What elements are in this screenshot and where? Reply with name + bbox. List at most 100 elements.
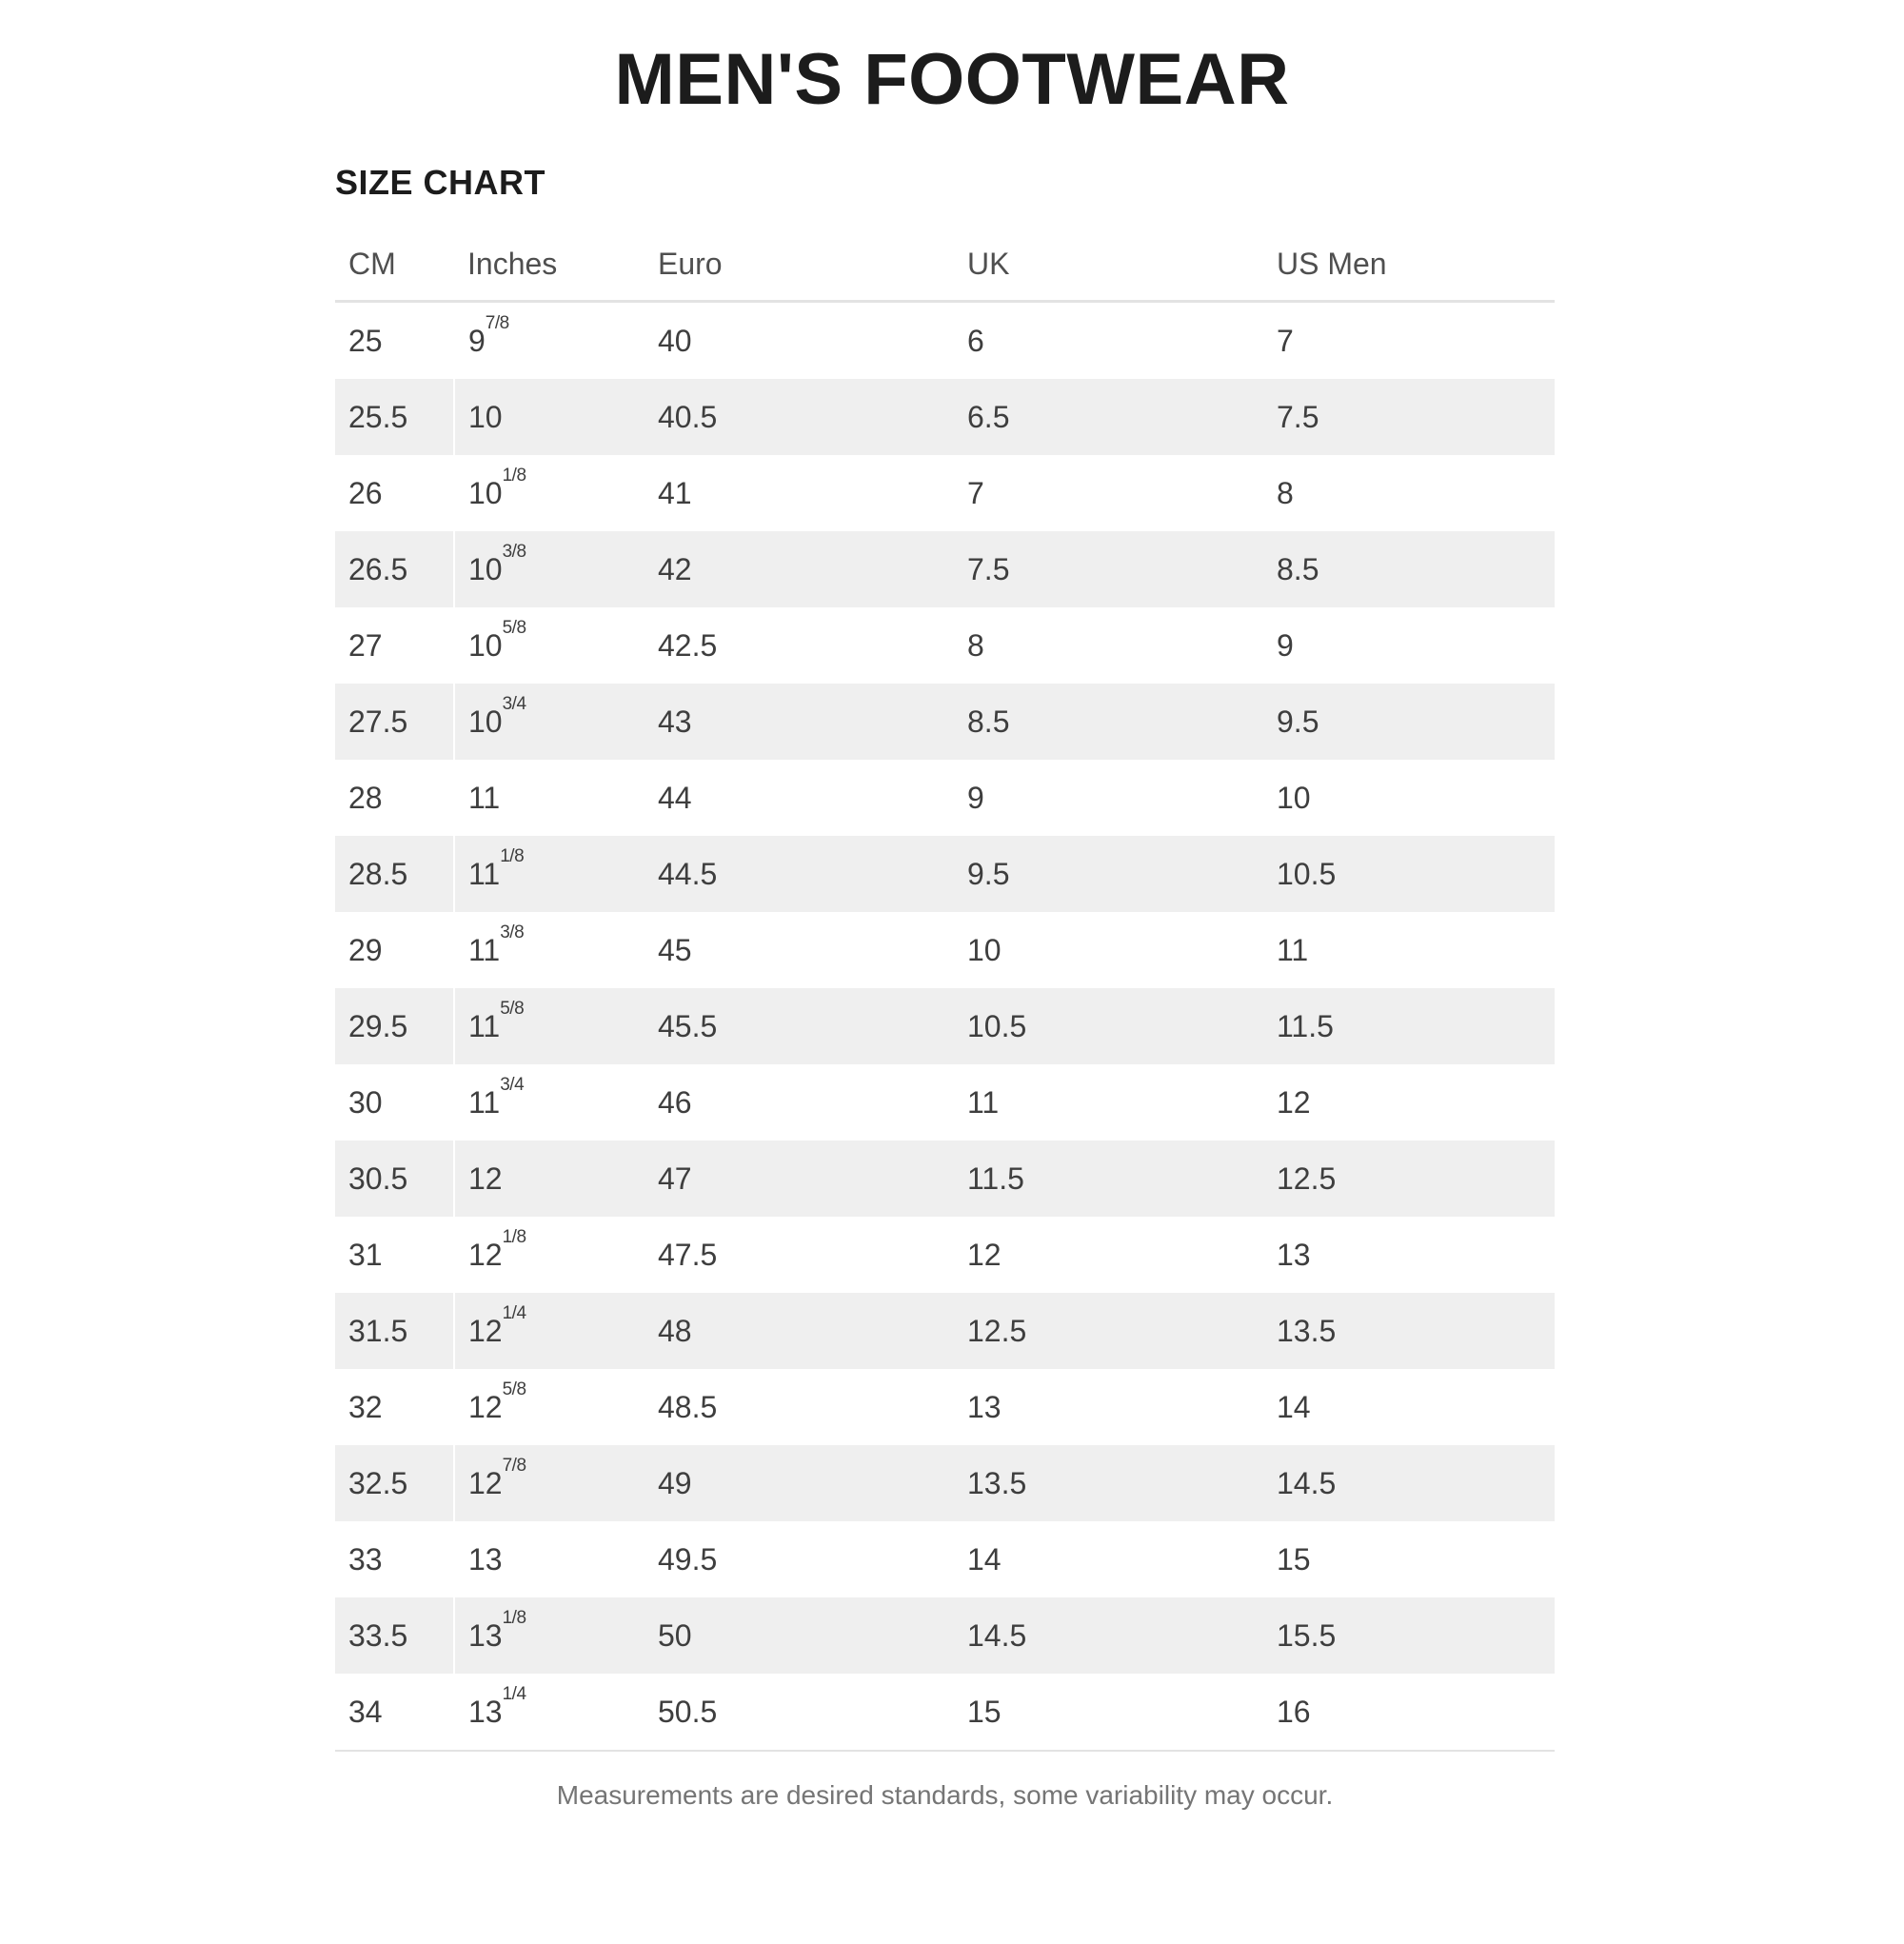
- table-cell: 15: [1277, 1541, 1311, 1577]
- section-title: SIZE CHART: [335, 162, 545, 202]
- table-cell: 45.5: [645, 988, 954, 1065]
- table-cell: 32: [335, 1369, 455, 1446]
- table-cell: 11.5: [954, 1141, 1263, 1218]
- table-cell: 31.5: [335, 1293, 455, 1370]
- table-cell: 9: [1277, 627, 1294, 663]
- table-row: 33.5 131/8 50 14.5 15.5: [335, 1597, 1555, 1675]
- table-cell: 27: [335, 607, 455, 684]
- table-cell: 12: [967, 1237, 1002, 1272]
- table-cell: 26: [335, 455, 455, 532]
- table-row: 28 11 44 9 10: [335, 760, 1555, 837]
- table-cell: 103/8: [454, 531, 645, 608]
- table-cell: 30: [335, 1064, 455, 1141]
- table-cell: 42.5: [658, 627, 718, 663]
- table-cell: 11: [1277, 932, 1309, 967]
- table-cell: 101/8: [468, 466, 526, 510]
- table-cell: 15: [954, 1674, 1263, 1753]
- table-cell: 14: [967, 1541, 1002, 1577]
- table-cell: 48: [645, 1293, 954, 1370]
- table-cell: 44.5: [645, 836, 954, 913]
- table-cell: 33.5: [335, 1597, 455, 1675]
- inch-fraction: 3/4: [502, 694, 526, 715]
- table-cell: 8.5: [954, 684, 1263, 761]
- table-row: 27.5 103/4 43 8.5 9.5: [335, 684, 1555, 761]
- table-cell: 105/8: [468, 618, 526, 663]
- table-cell: 7: [967, 475, 984, 510]
- table-cell: 113/8: [468, 922, 525, 967]
- table-cell: 29: [335, 912, 455, 989]
- table-cell: 8.5: [1263, 531, 1555, 608]
- table-cell: 121/4: [454, 1293, 645, 1370]
- table-cell: 7.5: [954, 531, 1263, 608]
- table-header-row: CM Inches Euro UK US Men: [335, 228, 1555, 304]
- size-table: CM Inches Euro UK US Men 25 97/8 40 6 7 25.5 10 40.…: [335, 228, 1555, 1753]
- table-cell: 115/8: [454, 988, 645, 1065]
- inch-fraction: 5/8: [502, 1379, 526, 1400]
- table-cell: 8: [967, 627, 984, 663]
- inch-fraction: 1/4: [502, 1684, 526, 1705]
- table-cell: 16: [1263, 1674, 1555, 1753]
- size-chart-section: SIZE CHART CM Inches Euro UK US Men 25 97/8 40…: [335, 162, 1555, 1812]
- table-cell: 47.5: [658, 1237, 718, 1272]
- table-row: 32 125/8 48.5 13 14: [335, 1369, 1555, 1446]
- table-cell: 10.5: [1263, 836, 1555, 913]
- inch-fraction: 1/4: [502, 1303, 526, 1324]
- table-cell: 14.5: [954, 1597, 1263, 1675]
- table-cell: 44: [658, 780, 692, 815]
- table-cell: 125/8: [468, 1379, 526, 1424]
- table-cell: 121/8: [468, 1227, 526, 1272]
- table-cell: 11: [468, 780, 501, 815]
- header-cell-cm: CM: [335, 228, 454, 304]
- table-cell: 13.5: [1263, 1293, 1555, 1370]
- table-cell: 13: [468, 1541, 503, 1577]
- table-row: 30.5 12 47 11.5 12.5: [335, 1141, 1555, 1218]
- table-cell: 29.5: [335, 988, 455, 1065]
- table-cell: 31: [335, 1217, 455, 1294]
- table-cell: 25: [335, 301, 455, 380]
- page-title: MEN'S FOOTWEAR: [614, 39, 1290, 120]
- table-cell: 127/8: [454, 1445, 645, 1522]
- table-row: 26 101/8 41 7 8: [335, 455, 1555, 532]
- table-body: 25 97/8 40 6 7 25.5 10 40.5 6.5 7.5 26 101/8 41 7 8 26.…: [335, 301, 1555, 1753]
- table-cell: 10: [967, 932, 1002, 967]
- table-cell: 13: [1277, 1237, 1311, 1272]
- table-cell: 6: [967, 323, 984, 358]
- table-cell: 10.5: [954, 988, 1263, 1065]
- footnote: Measurements are desired standards, some…: [556, 1780, 1334, 1811]
- table-row: 29.5 115/8 45.5 10.5 11.5: [335, 988, 1555, 1065]
- table-cell: 50.5: [645, 1674, 954, 1753]
- table-cell: 41: [658, 475, 692, 510]
- table-row: 28.5 111/8 44.5 9.5 10.5: [335, 836, 1555, 913]
- table-cell: 33: [335, 1521, 455, 1598]
- table-cell: 27.5: [335, 684, 455, 761]
- inch-fraction: 1/8: [500, 846, 525, 867]
- table-row: 27 105/8 42.5 8 9: [335, 607, 1555, 684]
- table-cell: 12: [454, 1141, 645, 1218]
- inch-fraction: 5/8: [500, 999, 525, 1020]
- table-cell: 7.5: [1263, 379, 1555, 456]
- table-cell: 11.5: [1263, 988, 1555, 1065]
- table-cell: 131/8: [454, 1597, 645, 1675]
- table-cell: 9.5: [954, 836, 1263, 913]
- inch-fraction: 3/4: [500, 1075, 525, 1096]
- inch-fraction: 5/8: [502, 618, 526, 639]
- table-row: 25 97/8 40 6 7: [335, 301, 1555, 380]
- table-row: 33 13 49.5 14 15: [335, 1521, 1555, 1598]
- inch-fraction: 1/8: [502, 1227, 526, 1248]
- inch-fraction: 7/8: [502, 1456, 526, 1477]
- table-cell: 47: [645, 1141, 954, 1218]
- table-cell: 43: [645, 684, 954, 761]
- table-cell: 111/8: [454, 836, 645, 913]
- table-row: 30 113/4 46 11 12: [335, 1064, 1555, 1141]
- table-cell: 13: [967, 1389, 1002, 1424]
- table-cell: 9.5: [1263, 684, 1555, 761]
- table-cell: 30.5: [335, 1141, 455, 1218]
- table-cell: 13.5: [954, 1445, 1263, 1522]
- table-cell: 45: [658, 932, 692, 967]
- table-cell: 34: [335, 1674, 455, 1753]
- table-cell: 10: [454, 379, 645, 456]
- table-row: 25.5 10 40.5 6.5 7.5: [335, 379, 1555, 456]
- table-cell: 46: [658, 1084, 692, 1120]
- header-cell-us-men: US Men: [1263, 228, 1555, 304]
- inch-fraction: 7/8: [485, 313, 509, 334]
